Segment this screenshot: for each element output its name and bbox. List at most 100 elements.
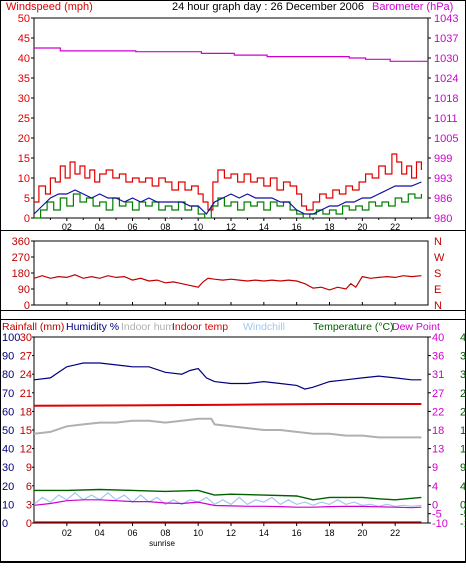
dewpoint-tick-label: 22 (432, 406, 444, 418)
panel3-x-tick-label: 16 (292, 528, 302, 538)
direction-tick-label: 90 (18, 284, 30, 296)
humidity-tick-label: 0 (2, 518, 8, 530)
panel3-x-tick-label: 18 (324, 528, 334, 538)
dewpoint-tick-label: 13 (432, 444, 444, 456)
compass-tick-label: S (434, 268, 441, 280)
wind-tick-label: 20 (18, 133, 30, 145)
panel1-plot-area (34, 18, 428, 218)
legend-dewpoint: Dew Point (392, 321, 440, 333)
temperature-tick-label: 4 (460, 481, 466, 493)
temperature-tick-label: 13 (460, 444, 466, 456)
graph-title: 24 hour graph day : 26 December 2006 (172, 1, 364, 13)
legend-indoor-temp: Indoor temp (172, 321, 228, 333)
wind-barometer-panel: 0 980 5 986 10 993 15 999 20 1005 25 1011 30 1018 35 10… (18, 13, 459, 242)
wind-tick-label: 5 (24, 193, 30, 205)
dewpoint-tick-label: 4 (432, 481, 438, 493)
rain-tick-label: 30 (20, 332, 32, 344)
legend-humidity: Humidity % (66, 321, 119, 333)
temperature-tick-label: 40 (460, 332, 466, 344)
dewpoint-tick-label: 0 (432, 499, 438, 511)
wind-tick-label: 35 (18, 73, 30, 85)
barometer-tick-label: 1037 (434, 33, 458, 45)
panel3-x-tick-label: 08 (160, 528, 170, 538)
wind-tick-label: 45 (18, 33, 30, 45)
legend-indoor-hum: Indoor hum (121, 321, 174, 333)
barometer-tick-label: 993 (434, 173, 452, 185)
temperature-tick-label: 18 (460, 425, 466, 437)
dewpoint-tick-label: 27 (432, 388, 444, 400)
wind-tick-label: 25 (18, 113, 30, 125)
direction-tick-label: 0 (24, 300, 30, 312)
dewpoint-tick-label: 18 (432, 425, 444, 437)
rain-tick-label: 3 (26, 499, 32, 511)
dewpoint-tick-label: 31 (432, 369, 444, 381)
legend-temperature: Temperature (°C) (313, 321, 394, 333)
wind-tick-label: 10 (18, 173, 30, 185)
wind-tick-label: 15 (18, 153, 30, 165)
wind-tick-label: 0 (24, 213, 30, 225)
humidity-tick-label: 30 (2, 462, 14, 474)
dewpoint-tick-label: 40 (432, 332, 444, 344)
panel3-x-tick-label: 12 (226, 528, 236, 538)
panel3-x-tick-label: 02 (62, 528, 72, 538)
humidity-tick-label: 90 (2, 351, 14, 363)
direction-tick-label: 270 (12, 252, 30, 264)
panel3-x-tick-label: 14 (259, 528, 269, 538)
wind-tick-label: 40 (18, 53, 30, 65)
temperature-tick-label: 9 (460, 462, 466, 474)
wind-tick-label: 30 (18, 93, 30, 105)
rain-tick-label: 24 (20, 369, 32, 381)
legend-rainfall: Rainfall (mm) (2, 321, 64, 333)
rain-tick-label: 21 (20, 388, 32, 400)
dewpoint-tick-label: 36 (432, 351, 444, 363)
wind-axis-label: Windspeed (mph) (6, 1, 93, 13)
barometer-tick-label: 1024 (434, 73, 458, 85)
compass-tick-label: N (434, 300, 442, 312)
rain-tick-label: 0 (26, 518, 32, 530)
humidity-tick-label: 70 (2, 388, 14, 400)
panel3-sunrise-label: sunrise (149, 539, 175, 548)
rain-tick-label: 9 (26, 462, 32, 474)
temperature-tick-label: 31 (460, 369, 466, 381)
barometer-tick-label: 1018 (434, 93, 458, 105)
humidity-tick-label: 100 (2, 332, 20, 344)
temperature-tick-label: 22 (460, 406, 466, 418)
panel3-x-tick-label: 04 (95, 528, 105, 538)
barometer-axis-label: Barometer (hPa) (372, 1, 453, 13)
rain-tick-label: 27 (20, 351, 32, 363)
direction-tick-label: 180 (12, 268, 30, 280)
barometer-tick-label: 1043 (434, 13, 458, 25)
panel2-plot-area (34, 241, 428, 305)
barometer-tick-label: 1005 (434, 133, 458, 145)
humidity-tick-label: 80 (2, 369, 14, 381)
temperature-tick-label: 27 (460, 388, 466, 400)
humidity-tick-label: 20 (2, 481, 14, 493)
barometer-tick-label: 999 (434, 153, 452, 165)
barometer-tick-label: 986 (434, 193, 452, 205)
compass-tick-label: N (434, 236, 442, 248)
legend-windchill: Windchill (243, 321, 285, 333)
barometer-tick-label: 980 (434, 213, 452, 225)
panel3-x-tick-label: 22 (390, 528, 400, 538)
temperature-tick-label: 0 (460, 499, 466, 511)
panel3-x-tick-label: 06 (127, 528, 137, 538)
humidity-tick-label: 50 (2, 425, 14, 437)
humidity-tick-label: 60 (2, 406, 14, 418)
compass-tick-label: E (434, 284, 441, 296)
rain-tick-label: 6 (26, 481, 32, 493)
direction-tick-label: 360 (12, 236, 30, 248)
dewpoint-tick-label: 9 (432, 462, 438, 474)
compass-tick-label: W (434, 252, 445, 264)
panel3-x-tick-label: 10 (193, 528, 203, 538)
temperature-tick-label: 36 (460, 351, 466, 363)
humidity-tick-label: 40 (2, 444, 14, 456)
barometer-tick-label: 1011 (434, 113, 458, 125)
rain-tick-label: 12 (20, 444, 32, 456)
wind-tick-label: 50 (18, 13, 30, 25)
rain-tick-label: 15 (20, 425, 32, 437)
wind-direction-panel: 0 N 90 E 180 S 270 W 360 N (1, 231, 466, 313)
humidity-tick-label: 10 (2, 499, 14, 511)
rain-tick-label: 18 (20, 406, 32, 418)
